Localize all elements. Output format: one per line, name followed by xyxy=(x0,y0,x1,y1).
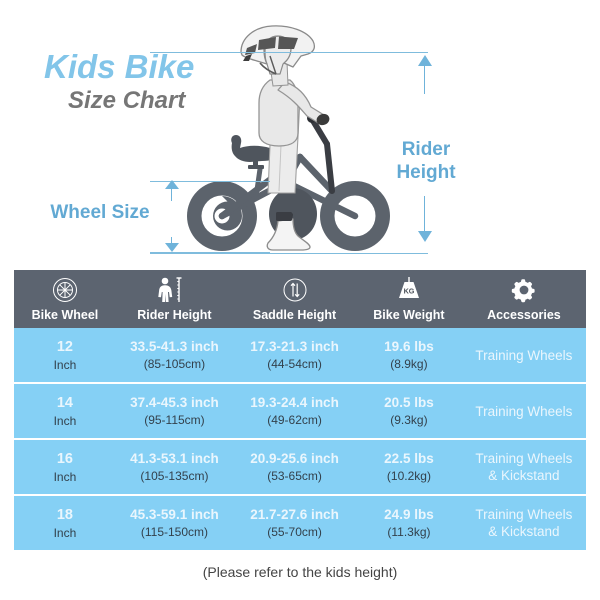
svg-text:KG: KG xyxy=(404,287,415,296)
